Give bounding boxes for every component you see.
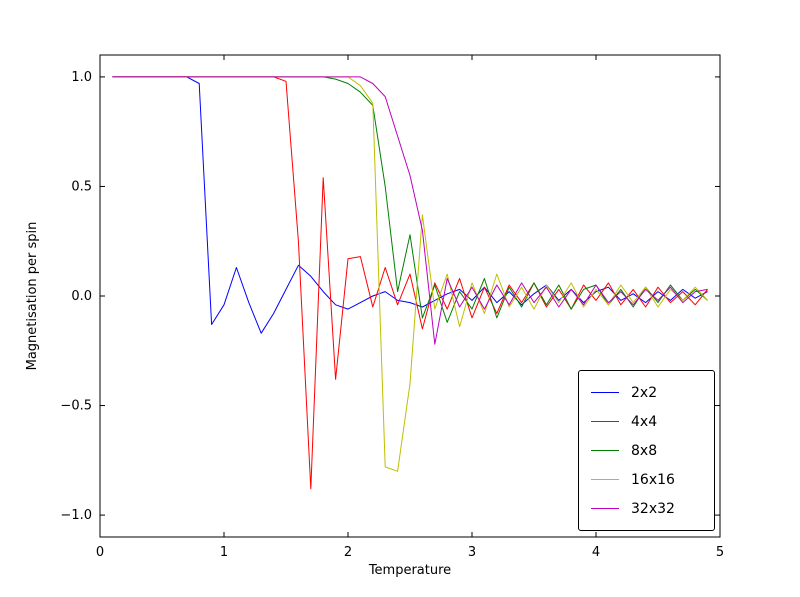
y-tick-label: −1.0 [60,508,92,523]
legend-label: 8x8 [631,442,658,459]
legend-item: 32x32 [579,494,714,523]
x-tick-label: 1 [220,545,228,560]
legend-item: 16x16 [579,465,714,494]
legend-label: 4x4 [631,413,658,430]
legend-label: 16x16 [631,471,675,488]
legend-item: 2x2 [579,378,714,407]
series-line-8x8 [112,76,708,323]
legend-label: 2x2 [631,384,658,401]
y-tick-label: 1.0 [71,70,92,85]
legend-line-sample [591,392,619,393]
legend-label: 32x32 [631,500,675,517]
y-tick-label: −0.5 [60,399,92,414]
x-tick-label: 3 [468,545,476,560]
y-tick-label: 0.0 [71,289,92,304]
series-line-2x2 [112,76,708,334]
legend-line-sample [591,450,619,451]
x-axis-label: Temperature [368,563,452,578]
x-tick-label: 0 [96,545,104,560]
y-tick-label: 0.5 [71,179,92,194]
legend-item: 4x4 [579,407,714,436]
y-axis-label: Magnetisation per spin [25,221,40,371]
legend-item: 8x8 [579,436,714,465]
legend-line-sample [591,421,619,422]
legend-line-sample [591,508,619,509]
legend: 2x2 4x4 8x8 16x16 32x32 [578,370,715,531]
x-tick-label: 2 [344,545,352,560]
legend-line-sample [591,479,619,480]
x-tick-label: 5 [716,545,724,560]
series-line-32x32 [112,76,708,345]
x-tick-label: 4 [592,545,600,560]
